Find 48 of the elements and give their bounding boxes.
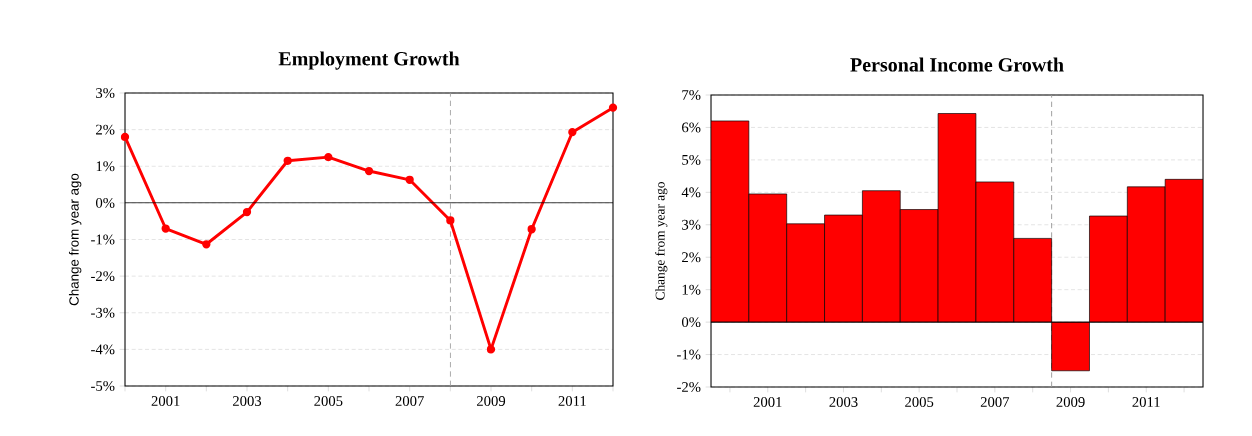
point [405, 175, 414, 184]
point [486, 345, 496, 354]
y-tick-label: -1% [677, 349, 701, 360]
point [202, 240, 211, 249]
y-tick-label: -2% [91, 271, 115, 282]
y-tick-label: 3% [96, 88, 115, 98]
x-tick-label: 2011 [558, 396, 586, 406]
x-tick-label: 2007 [980, 397, 1010, 407]
y-tick-label: -3% [91, 307, 115, 318]
y-tick-label: 1% [96, 161, 115, 172]
x-tick-label: 2003 [232, 396, 262, 406]
y-tick-label: 0% [95, 197, 115, 208]
x-tick-label: 2007 [395, 396, 424, 406]
y-tick-label: -2% [677, 382, 701, 392]
point [446, 216, 455, 225]
chart-title: Personal Income Growth [850, 57, 1064, 72]
y-tick-label: 0% [681, 317, 701, 328]
y-tick-label: 4% [681, 187, 701, 198]
x-tick-label: 2003 [829, 397, 858, 407]
x-tick-label: 2005 [905, 397, 934, 407]
chart-title: Employment Growth [278, 51, 460, 70]
point [527, 225, 536, 234]
point [161, 224, 170, 233]
point [120, 132, 130, 142]
x-tick-label: 2001 [151, 396, 180, 406]
point [568, 128, 577, 137]
point [242, 207, 252, 217]
y-tick-label: 3% [682, 219, 701, 230]
y-axis-title: Change from year ago [655, 182, 668, 300]
x-tick-label: 2001 [753, 397, 782, 407]
point [364, 166, 374, 176]
point [324, 152, 333, 162]
y-axis-title: Change from year ago [68, 173, 82, 306]
x-tick-label: 2011 [1132, 397, 1160, 407]
y-tick-label: 7% [682, 90, 701, 100]
x-tick-label: 2009 [1056, 397, 1085, 407]
y-tick-label: 1% [682, 284, 701, 295]
y-tick-label: 5% [682, 154, 701, 165]
y-tick-label: 2% [96, 124, 115, 135]
y-tick-label: 2% [682, 252, 701, 263]
y-tick-label: -4% [91, 344, 115, 355]
x-tick-label: 2009 [476, 396, 506, 406]
x-tick-label: 2005 [314, 396, 343, 406]
y-tick-label: -5% [91, 381, 115, 391]
point [283, 156, 292, 165]
y-tick-label: 6% [682, 122, 701, 133]
point [608, 103, 618, 112]
y-tick-label: -1% [91, 234, 115, 245]
